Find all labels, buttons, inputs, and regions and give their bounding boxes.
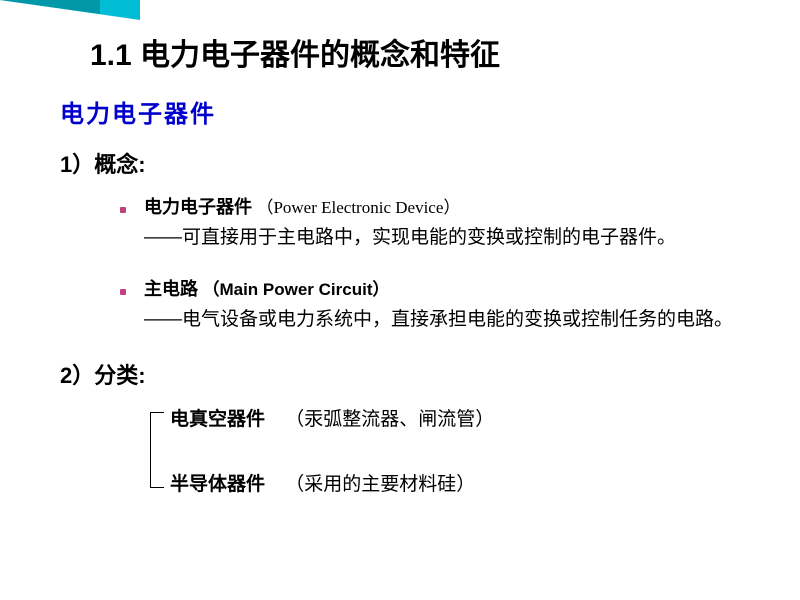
corner-accent-dark	[0, 0, 100, 14]
bullet-icon	[120, 289, 126, 295]
slide-subtitle: 电力电子器件	[60, 94, 760, 129]
class-note-2: （采用的主要材料硅）	[285, 474, 475, 495]
term-2: 主电路	[144, 279, 198, 299]
bullet-icon	[120, 207, 126, 213]
class-row-2: 半导体器件 （采用的主要材料硅）	[170, 469, 760, 496]
section1-head: 1）概念:	[60, 147, 760, 179]
class-term-2: 半导体器件	[170, 469, 280, 496]
term-2-paren: （Main Power Circuit）	[202, 280, 389, 299]
slide-content: 1.1 电力电子器件的概念和特征 电力电子器件 1）概念: 电力电子器件 （Po…	[0, 0, 800, 516]
bracket-icon	[150, 412, 164, 488]
def-2: ——电气设备或电力系统中，直接承担电能的变换或控制任务的电路。	[144, 305, 760, 335]
term-1-paren: （Power Electronic Device）	[256, 198, 460, 217]
classification-block: 电真空器件 （汞弧整流器、闸流管） 半导体器件 （采用的主要材料硅）	[170, 404, 760, 496]
class-note-1: （汞弧整流器、闸流管）	[285, 409, 494, 430]
concept-item-1: 电力电子器件 （Power Electronic Device） ——可直接用于…	[120, 193, 760, 253]
term-1: 电力电子器件	[144, 197, 252, 217]
section2-head: 2）分类:	[60, 358, 760, 390]
class-term-1: 电真空器件	[170, 404, 280, 431]
def-1: ——可直接用于主电路中，实现电能的变换或控制的电子器件。	[144, 223, 760, 253]
slide-title: 1.1 电力电子器件的概念和特征	[90, 30, 760, 74]
class-row-1: 电真空器件 （汞弧整流器、闸流管）	[170, 404, 760, 431]
concept-item-2: 主电路 （Main Power Circuit） ——电气设备或电力系统中，直接…	[120, 275, 760, 335]
